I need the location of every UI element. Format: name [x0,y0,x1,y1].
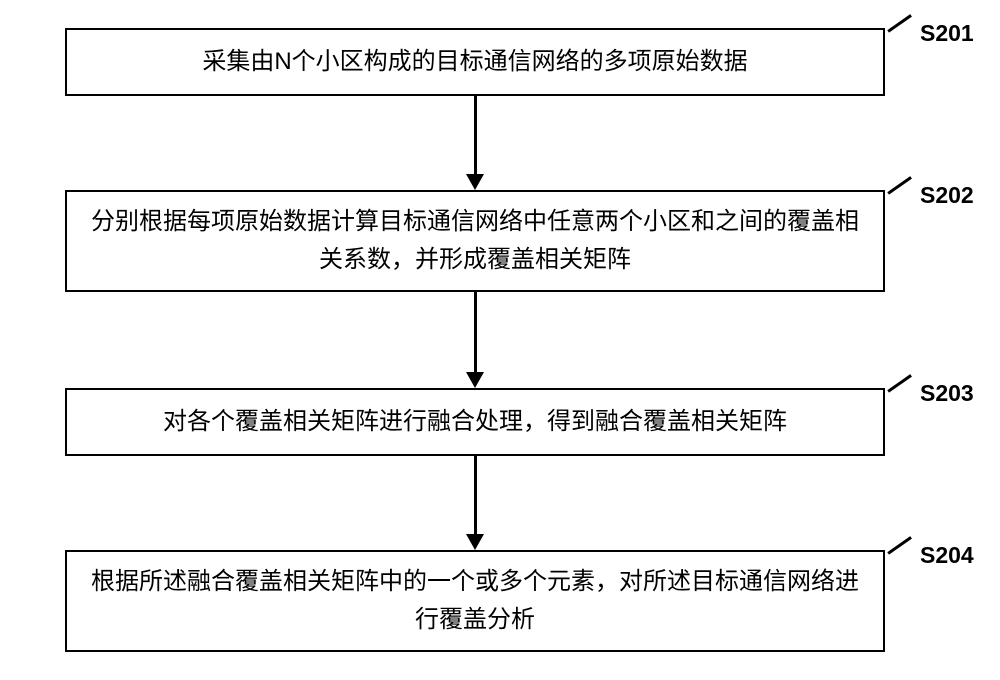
flow-node-s201-text: 采集由N个小区构成的目标通信网络的多项原始数据 [202,43,747,81]
flow-node-s203-text: 对各个覆盖相关矩阵进行融合处理，得到融合覆盖相关矩阵 [163,403,787,441]
flow-label-s203: S203 [920,380,974,407]
flow-edge-3-line [474,456,477,534]
flow-node-s201: 采集由N个小区构成的目标通信网络的多项原始数据 [65,28,885,96]
flow-tick-s204 [887,536,911,554]
flow-edge-1-head [466,174,484,190]
flow-tick-s201 [887,14,911,32]
flow-edge-2-head [466,372,484,388]
flow-label-s202: S202 [920,182,974,209]
flow-node-s203: 对各个覆盖相关矩阵进行融合处理，得到融合覆盖相关矩阵 [65,388,885,456]
flow-tick-s203 [887,374,911,392]
flow-node-s204: 根据所述融合覆盖相关矩阵中的一个或多个元素，对所述目标通信网络进行覆盖分析 [65,550,885,652]
flow-node-s202: 分别根据每项原始数据计算目标通信网络中任意两个小区和之间的覆盖相关系数，并形成覆… [65,190,885,292]
flow-node-s204-text: 根据所述融合覆盖相关矩阵中的一个或多个元素，对所述目标通信网络进行覆盖分析 [87,563,863,640]
flow-tick-s202 [887,176,911,194]
flow-edge-1-line [474,96,477,174]
flow-label-s204: S204 [920,542,974,569]
flowchart-canvas: 采集由N个小区构成的目标通信网络的多项原始数据 S201 分别根据每项原始数据计… [0,0,1000,680]
flow-label-s201: S201 [920,20,974,47]
flow-edge-3-head [466,534,484,550]
flow-node-s202-text: 分别根据每项原始数据计算目标通信网络中任意两个小区和之间的覆盖相关系数，并形成覆… [87,203,863,280]
flow-edge-2-line [474,292,477,372]
